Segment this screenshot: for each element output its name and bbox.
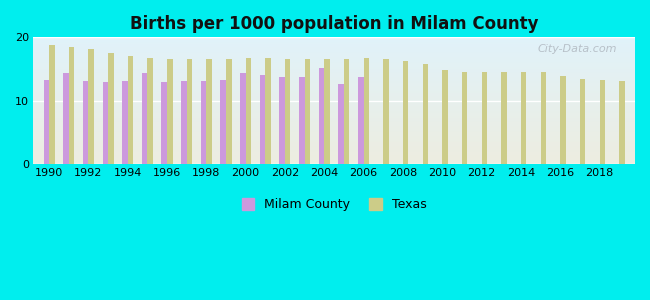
Bar	[206, 59, 212, 164]
Bar	[482, 72, 487, 164]
Bar	[363, 58, 369, 164]
Bar	[403, 61, 408, 164]
Bar	[260, 75, 265, 164]
Bar	[384, 59, 389, 164]
Bar	[69, 47, 74, 164]
Bar	[122, 81, 127, 164]
Bar	[220, 80, 226, 164]
Bar	[88, 50, 94, 164]
Bar	[619, 81, 625, 164]
Bar	[560, 76, 566, 164]
Bar	[142, 74, 148, 164]
Bar	[324, 59, 330, 164]
Bar	[299, 77, 305, 164]
Bar	[181, 81, 187, 164]
Bar	[127, 56, 133, 164]
Bar	[265, 58, 271, 164]
Bar	[246, 58, 251, 164]
Bar	[187, 59, 192, 164]
Bar	[240, 74, 246, 164]
Bar	[226, 59, 231, 164]
Bar	[103, 82, 108, 164]
Bar	[280, 77, 285, 164]
Bar	[580, 79, 586, 164]
Bar	[442, 70, 448, 164]
Bar	[422, 64, 428, 164]
Bar	[49, 45, 55, 164]
Title: Births per 1000 population in Milam County: Births per 1000 population in Milam Coun…	[130, 15, 538, 33]
Bar	[63, 74, 69, 164]
Bar	[148, 58, 153, 164]
Bar	[521, 72, 526, 164]
Bar	[541, 72, 546, 164]
Bar	[161, 82, 167, 164]
Legend: Milam County, Texas: Milam County, Texas	[242, 198, 426, 211]
Bar	[201, 81, 206, 164]
Text: City-Data.com: City-Data.com	[538, 44, 617, 54]
Bar	[462, 72, 467, 164]
Bar	[501, 72, 507, 164]
Bar	[318, 68, 324, 164]
Bar	[599, 80, 605, 164]
Bar	[344, 59, 350, 164]
Bar	[305, 59, 310, 164]
Bar	[167, 59, 172, 164]
Bar	[285, 59, 291, 164]
Bar	[83, 81, 88, 164]
Bar	[44, 80, 49, 164]
Bar	[358, 77, 363, 164]
Bar	[108, 53, 114, 164]
Bar	[339, 84, 344, 164]
